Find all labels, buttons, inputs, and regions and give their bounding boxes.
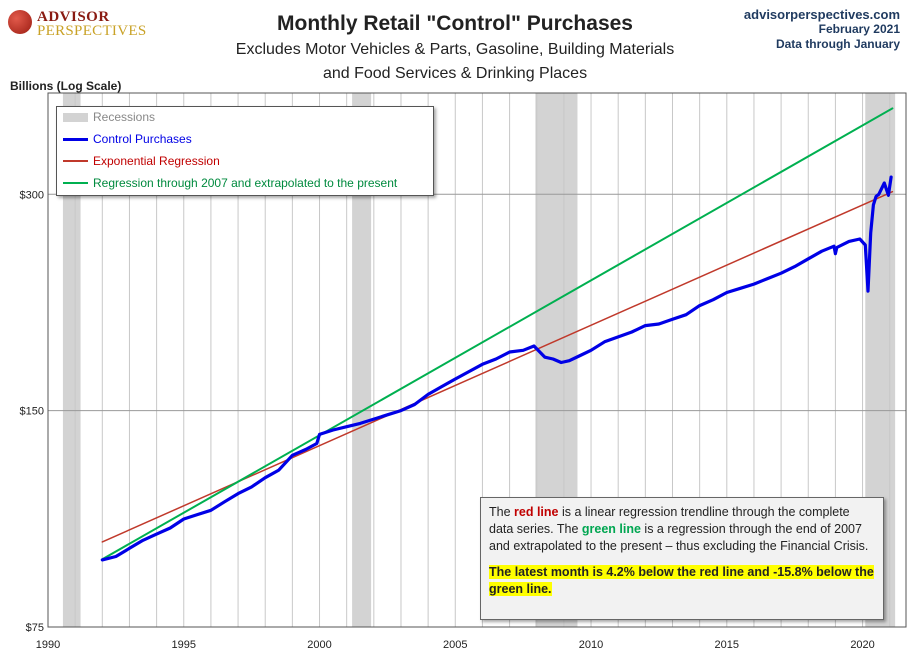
regression-2007-line — [101, 107, 894, 561]
x-tick-label: 1990 — [36, 639, 60, 651]
x-tick-label: 2005 — [443, 639, 467, 651]
x-tick-label: 2010 — [579, 639, 603, 651]
y-tick-label: $75 — [26, 622, 44, 634]
x-tick-label: 2020 — [850, 639, 874, 651]
legend-label-control: Control Purchases — [93, 132, 192, 146]
legend-label-green: Regression through 2007 and extrapolated… — [93, 176, 398, 190]
axis-ticks: 1990 1995 2000 2005 2010 2015 2020 $75 $150 $300 — [20, 189, 875, 651]
y-axis-label: Billions (Log Scale) — [10, 79, 122, 93]
logo-line2: PERSPECTIVES — [37, 23, 147, 39]
annotation-paragraph-1: The red line is a linear regression tren… — [489, 504, 875, 555]
annotation-box: The red line is a linear regression tren… — [480, 497, 884, 620]
legend: Recessions Control Purchases Exponential… — [56, 106, 434, 196]
note-text-b: is a linear regression trendline through… — [489, 505, 850, 536]
exponential-regression-line — [101, 190, 894, 543]
series-lines — [100, 107, 894, 562]
legend-item-recessions: Recessions — [63, 108, 155, 126]
legend-item-exp: Exponential Regression — [63, 152, 220, 170]
logo-line1: ADVISOR — [37, 9, 110, 25]
recession-band — [62, 93, 81, 627]
chart-title: Monthly Retail "Control" Purchases — [277, 12, 633, 35]
logo-mark-icon — [8, 10, 32, 34]
plot-frame — [47, 92, 907, 628]
legend-label-recessions: Recessions — [93, 110, 156, 124]
note-text-c: is a regression through the end of 2007 … — [489, 522, 869, 553]
legend-label-exp: Exponential Regression — [93, 154, 220, 168]
recession-band — [352, 93, 372, 627]
note-highlight: The latest month is 4.2% below the red l… — [489, 565, 874, 596]
control-swatch — [63, 137, 88, 141]
note-red-line: red line — [514, 505, 559, 519]
y-tick-label: $300 — [20, 189, 44, 201]
note-green-line: green line — [581, 522, 641, 536]
green-swatch — [63, 182, 88, 184]
chart-subtitle-2: and Food Services & Drinking Places — [322, 65, 588, 82]
note-text-a: The — [489, 505, 515, 519]
recession-swatch — [63, 112, 88, 122]
source-through: Data through January — [775, 37, 900, 51]
y-tick-label: $150 — [20, 406, 44, 418]
legend-item-control: Control Purchases — [63, 130, 192, 148]
annotation-paragraph-2: The latest month is 4.2% below the red l… — [489, 564, 875, 598]
source-date: February 2021 — [818, 22, 900, 36]
chart-subtitle-1: Excludes Motor Vehicles & Parts, Gasolin… — [235, 41, 675, 58]
legend-item-green: Regression through 2007 and extrapolated… — [63, 174, 397, 192]
control-purchases-line — [100, 175, 893, 562]
advisor-perspectives-logo: ADVISOR PERSPECTIVES — [8, 8, 148, 42]
x-tick-label: 2000 — [307, 639, 331, 651]
exp-swatch — [63, 160, 88, 162]
source-block: advisorperspectives.com February 2021 Da… — [744, 7, 900, 52]
x-tick-label: 2015 — [715, 639, 739, 651]
x-tick-label: 1995 — [172, 639, 196, 651]
source-site: advisorperspectives.com — [743, 7, 900, 22]
